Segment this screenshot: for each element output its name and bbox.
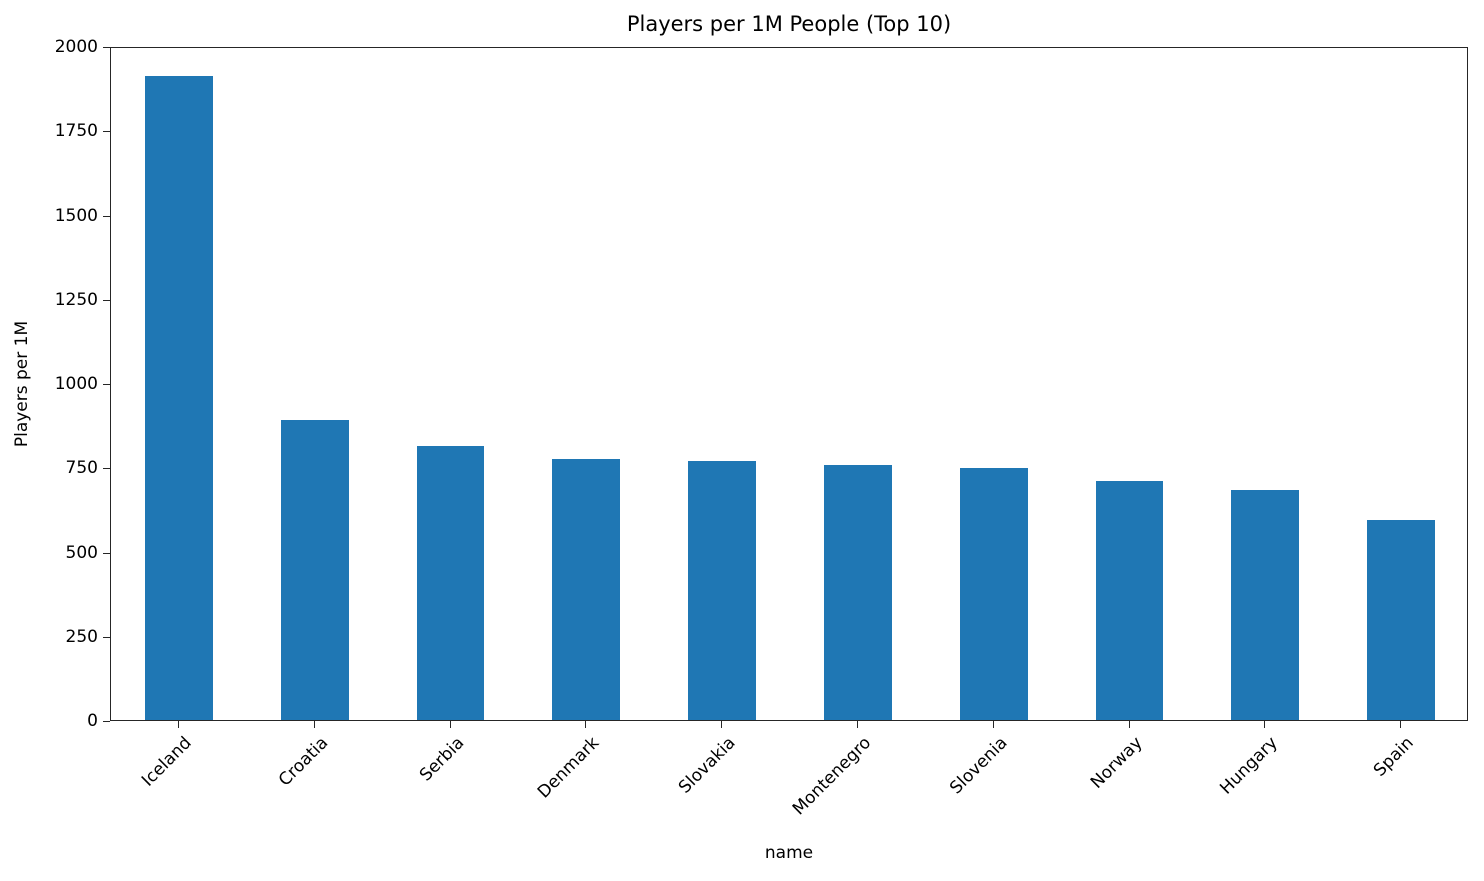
bar-slovenia <box>959 467 1028 720</box>
y-tick <box>103 384 110 385</box>
x-tick <box>721 721 723 728</box>
bar-iceland <box>144 76 213 720</box>
y-tick <box>103 215 110 217</box>
y-tick <box>103 47 110 48</box>
y-tick-label: 2000 <box>54 37 98 57</box>
x-tick <box>1128 721 1130 728</box>
x-tick <box>1400 721 1402 728</box>
x-tick-label: Norway <box>1086 733 1147 793</box>
bar-spain <box>1367 519 1436 720</box>
x-tick <box>1264 721 1266 728</box>
bar-montenegro <box>823 464 892 720</box>
x-tick-label: Serbia <box>415 733 468 786</box>
x-tick <box>992 721 994 728</box>
x-tick-label: Slovakia <box>675 733 740 798</box>
x-tick <box>177 721 179 728</box>
x-tick <box>313 721 315 728</box>
x-tick-label: Hungary <box>1216 733 1283 799</box>
bar-denmark <box>552 458 621 720</box>
x-tick-label: Montenegro <box>788 733 876 820</box>
y-tick-label: 0 <box>87 711 98 731</box>
x-tick-label: Spain <box>1370 733 1418 781</box>
chart-title: Players per 1M People (Top 10) <box>626 12 952 36</box>
bar-slovakia <box>688 460 757 720</box>
y-tick <box>103 468 110 470</box>
y-tick <box>103 636 110 638</box>
x-tick-label: Iceland <box>137 733 196 791</box>
bar-norway <box>1095 480 1164 720</box>
y-tick-label: 750 <box>65 458 98 479</box>
x-axis-label: name <box>764 843 814 863</box>
y-tick <box>103 552 110 554</box>
y-tick <box>103 131 110 133</box>
y-tick <box>103 299 110 301</box>
y-tick-label: 1000 <box>54 374 98 394</box>
y-tick-label: 250 <box>65 626 98 647</box>
y-tick <box>103 721 110 722</box>
bar-hungary <box>1231 489 1300 720</box>
plot-area <box>110 47 1468 721</box>
bar-croatia <box>280 420 349 720</box>
y-tick-label: 1250 <box>54 289 98 310</box>
bar-serbia <box>416 445 485 720</box>
x-tick-label: Slovenia <box>945 733 1012 799</box>
y-tick-label: 500 <box>65 542 98 563</box>
x-tick-label: Croatia <box>274 733 332 791</box>
y-tick-label: 1500 <box>54 205 98 226</box>
x-tick <box>856 721 858 728</box>
x-tick-label: Denmark <box>534 733 604 803</box>
y-tick-label: 1750 <box>54 121 98 142</box>
x-tick <box>449 721 451 728</box>
x-tick <box>585 721 587 728</box>
